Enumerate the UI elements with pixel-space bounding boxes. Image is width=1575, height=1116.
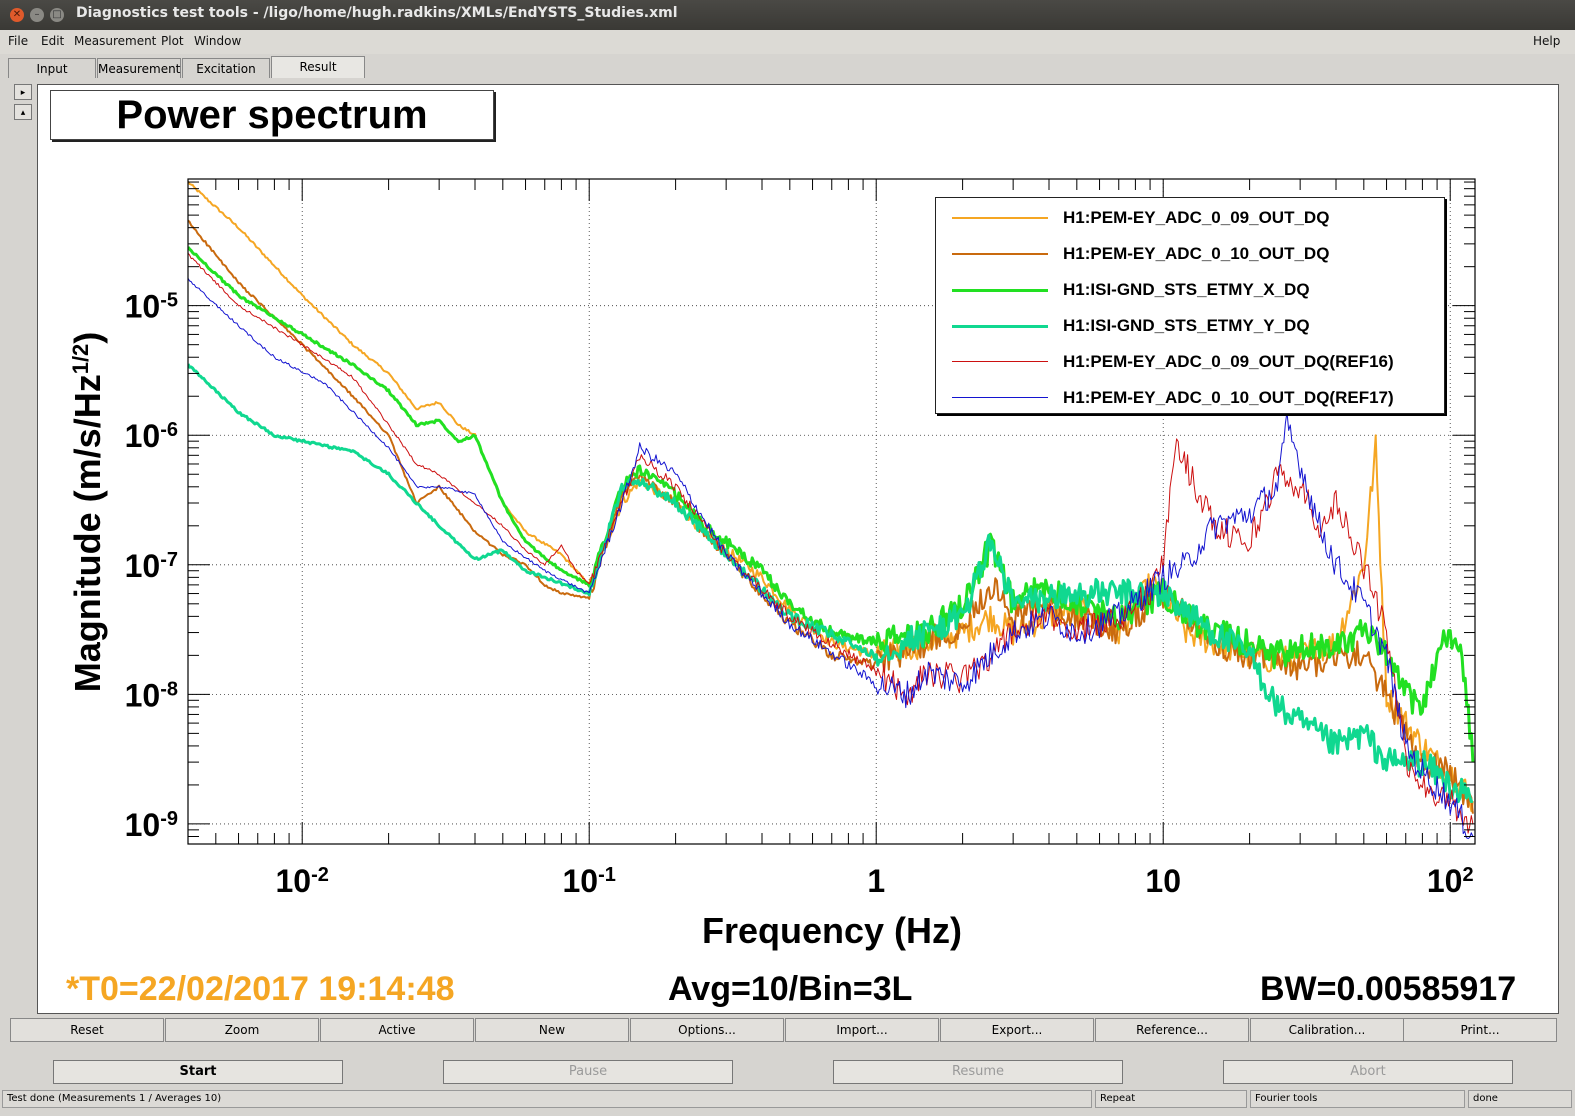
- maximize-window-icon[interactable]: □: [50, 8, 64, 22]
- status-message: Test done (Measurements 1 / Averages 10): [2, 1090, 1092, 1108]
- window-title: Diagnostics test tools - /ligo/home/hugh…: [76, 5, 678, 21]
- status-bar: Test done (Measurements 1 / Averages 10)…: [0, 1090, 1575, 1112]
- new-button[interactable]: New: [475, 1018, 629, 1042]
- bandwidth-info: BW=0.00585917: [1260, 970, 1517, 1008]
- menu-help[interactable]: Help: [1533, 34, 1561, 48]
- collapse-arrow-icon[interactable]: ▴: [14, 104, 32, 120]
- resume-button[interactable]: Resume: [833, 1060, 1123, 1084]
- print-button[interactable]: Print...: [1403, 1018, 1557, 1042]
- menubar: File Edit Measurement Plot Window Help: [0, 30, 1575, 54]
- status-state: done: [1468, 1090, 1572, 1108]
- legend-label: H1:ISI-GND_STS_ETMY_Y_DQ: [1063, 316, 1310, 335]
- reference-button[interactable]: Reference...: [1095, 1018, 1249, 1042]
- legend-swatch: [952, 361, 1048, 362]
- legend-label: H1:PEM-EY_ADC_0_09_OUT_DQ(REF16): [1063, 352, 1394, 371]
- status-repeat: Repeat: [1095, 1090, 1247, 1108]
- tab-result[interactable]: Result: [271, 56, 365, 78]
- legend-swatch: [952, 253, 1048, 255]
- expand-arrow-icon[interactable]: ▸: [14, 84, 32, 100]
- menu-measurement[interactable]: Measurement: [74, 34, 157, 48]
- menu-plot[interactable]: Plot: [161, 34, 184, 48]
- active-button[interactable]: Active: [320, 1018, 474, 1042]
- legend-label: H1:PEM-EY_ADC_0_10_OUT_DQ: [1063, 244, 1330, 263]
- calibration-button[interactable]: Calibration...: [1250, 1018, 1404, 1042]
- abort-button[interactable]: Abort: [1223, 1060, 1513, 1084]
- legend-item: H1:PEM-EY_ADC_0_10_OUT_DQ: [936, 241, 1444, 267]
- menu-file[interactable]: File: [8, 34, 29, 48]
- plot-toolbar: Reset Zoom Active New Options... Import.…: [10, 1018, 1558, 1042]
- import-button[interactable]: Import...: [785, 1018, 939, 1042]
- pause-button[interactable]: Pause: [443, 1060, 733, 1084]
- minimize-window-icon[interactable]: –: [30, 8, 44, 22]
- legend-item: H1:ISI-GND_STS_ETMY_X_DQ: [936, 277, 1444, 303]
- legend-item: H1:PEM-EY_ADC_0_09_OUT_DQ: [936, 205, 1444, 231]
- legend-label: H1:PEM-EY_ADC_0_10_OUT_DQ(REF17): [1063, 388, 1394, 407]
- legend-item: H1:PEM-EY_ADC_0_10_OUT_DQ(REF17): [936, 385, 1444, 411]
- legend-label: H1:PEM-EY_ADC_0_09_OUT_DQ: [1063, 208, 1330, 227]
- menu-window[interactable]: Window: [194, 34, 242, 48]
- export-button[interactable]: Export...: [940, 1018, 1094, 1042]
- averages-info: Avg=10/Bin=3L: [668, 970, 913, 1008]
- options-button[interactable]: Options...: [630, 1018, 784, 1042]
- legend-item: H1:ISI-GND_STS_ETMY_Y_DQ: [936, 313, 1444, 339]
- legend-swatch: [952, 289, 1048, 292]
- status-tools: Fourier tools: [1250, 1090, 1465, 1108]
- legend-swatch: [952, 325, 1048, 328]
- start-button[interactable]: Start: [53, 1060, 343, 1084]
- tab-measurement[interactable]: Measurement: [97, 58, 181, 78]
- close-window-icon[interactable]: ✕: [10, 8, 24, 22]
- t0-timestamp: *T0=22/02/2017 19:14:48: [66, 970, 455, 1008]
- reset-button[interactable]: Reset: [10, 1018, 164, 1042]
- run-controls: Start Pause Resume Abort: [0, 1056, 1575, 1086]
- legend-swatch: [952, 397, 1048, 398]
- chart-legend: H1:PEM-EY_ADC_0_09_OUT_DQ H1:PEM-EY_ADC_…: [935, 197, 1445, 414]
- zoom-button[interactable]: Zoom: [165, 1018, 319, 1042]
- legend-item: H1:PEM-EY_ADC_0_09_OUT_DQ(REF16): [936, 349, 1444, 375]
- tab-excitation[interactable]: Excitation: [182, 58, 270, 78]
- menu-edit[interactable]: Edit: [41, 34, 65, 48]
- window-titlebar: ✕ – □ Diagnostics test tools - /ligo/hom…: [0, 0, 1575, 30]
- plot-title: Power spectrum: [50, 90, 494, 140]
- tab-strip: Input Measurement Excitation Result: [0, 56, 1575, 78]
- tab-input[interactable]: Input: [8, 58, 96, 78]
- legend-swatch: [952, 217, 1048, 219]
- legend-label: H1:ISI-GND_STS_ETMY_X_DQ: [1063, 280, 1310, 299]
